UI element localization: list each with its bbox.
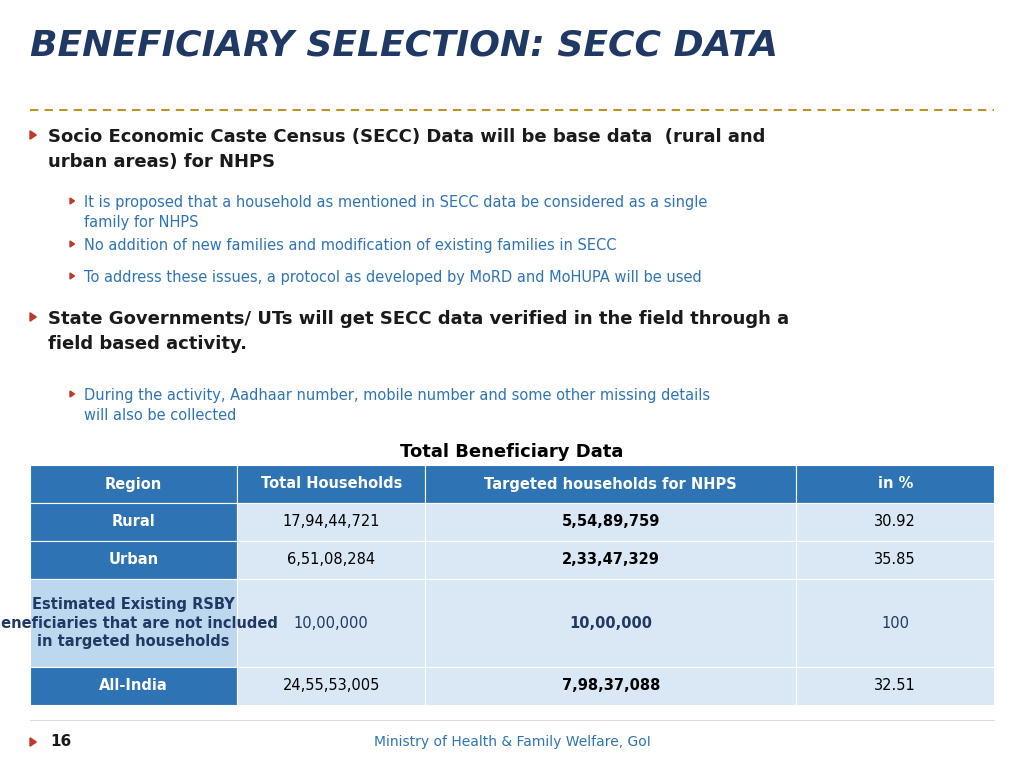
Bar bbox=[238, 667, 425, 705]
Bar bbox=[30, 667, 238, 705]
Polygon shape bbox=[30, 313, 36, 321]
Polygon shape bbox=[70, 391, 75, 397]
Bar bbox=[425, 667, 797, 705]
Polygon shape bbox=[30, 738, 36, 746]
Bar bbox=[425, 465, 797, 503]
Bar bbox=[30, 503, 238, 541]
Text: Estimated Existing RSBY
Beneficiaries that are not included
in targeted househol: Estimated Existing RSBY Beneficiaries th… bbox=[0, 597, 278, 649]
Text: Ministry of Health & Family Welfare, GoI: Ministry of Health & Family Welfare, GoI bbox=[374, 735, 650, 749]
Bar bbox=[797, 465, 994, 503]
Text: BENEFICIARY SELECTION: SECC DATA: BENEFICIARY SELECTION: SECC DATA bbox=[30, 28, 778, 62]
Polygon shape bbox=[30, 131, 36, 139]
Bar bbox=[30, 541, 238, 579]
Text: 10,00,000: 10,00,000 bbox=[569, 615, 652, 631]
Text: 5,54,89,759: 5,54,89,759 bbox=[561, 515, 660, 529]
Text: State Governments/ UTs will get SECC data verified in the field through a
field : State Governments/ UTs will get SECC dat… bbox=[48, 310, 790, 353]
Bar bbox=[238, 541, 425, 579]
Polygon shape bbox=[70, 273, 75, 279]
Text: Region: Region bbox=[105, 476, 162, 492]
Text: To address these issues, a protocol as developed by MoRD and MoHUPA will be used: To address these issues, a protocol as d… bbox=[84, 270, 701, 285]
Bar bbox=[30, 465, 238, 503]
Text: 32.51: 32.51 bbox=[874, 678, 916, 694]
Text: 24,55,53,005: 24,55,53,005 bbox=[283, 678, 380, 694]
Bar bbox=[238, 579, 425, 667]
Text: 17,94,44,721: 17,94,44,721 bbox=[283, 515, 380, 529]
Text: Total Households: Total Households bbox=[260, 476, 402, 492]
Text: 10,00,000: 10,00,000 bbox=[294, 615, 369, 631]
Text: 35.85: 35.85 bbox=[874, 552, 916, 568]
Text: 16: 16 bbox=[50, 734, 72, 750]
Text: Urban: Urban bbox=[109, 552, 159, 568]
Text: 30.92: 30.92 bbox=[874, 515, 916, 529]
Polygon shape bbox=[70, 198, 75, 204]
Bar bbox=[238, 503, 425, 541]
Text: in %: in % bbox=[878, 476, 912, 492]
Bar bbox=[797, 503, 994, 541]
Text: 2,33,47,329: 2,33,47,329 bbox=[562, 552, 659, 568]
Text: Targeted households for NHPS: Targeted households for NHPS bbox=[484, 476, 737, 492]
Text: No addition of new families and modification of existing families in SECC: No addition of new families and modifica… bbox=[84, 238, 616, 253]
Bar bbox=[797, 579, 994, 667]
Text: 100: 100 bbox=[882, 615, 909, 631]
Polygon shape bbox=[70, 241, 75, 247]
Bar bbox=[797, 541, 994, 579]
Bar bbox=[30, 579, 238, 667]
Bar bbox=[797, 667, 994, 705]
Text: All-India: All-India bbox=[99, 678, 168, 694]
Text: Rural: Rural bbox=[112, 515, 156, 529]
Text: Socio Economic Caste Census (SECC) Data will be base data  (rural and
urban area: Socio Economic Caste Census (SECC) Data … bbox=[48, 128, 765, 171]
Bar bbox=[425, 503, 797, 541]
Text: 7,98,37,088: 7,98,37,088 bbox=[561, 678, 660, 694]
Bar bbox=[425, 579, 797, 667]
Text: 6,51,08,284: 6,51,08,284 bbox=[287, 552, 376, 568]
Text: Total Beneficiary Data: Total Beneficiary Data bbox=[400, 443, 624, 461]
Bar bbox=[425, 541, 797, 579]
Text: It is proposed that a household as mentioned in SECC data be considered as a sin: It is proposed that a household as menti… bbox=[84, 195, 708, 230]
Text: During the activity, Aadhaar number, mobile number and some other missing detail: During the activity, Aadhaar number, mob… bbox=[84, 388, 710, 423]
Bar bbox=[238, 465, 425, 503]
